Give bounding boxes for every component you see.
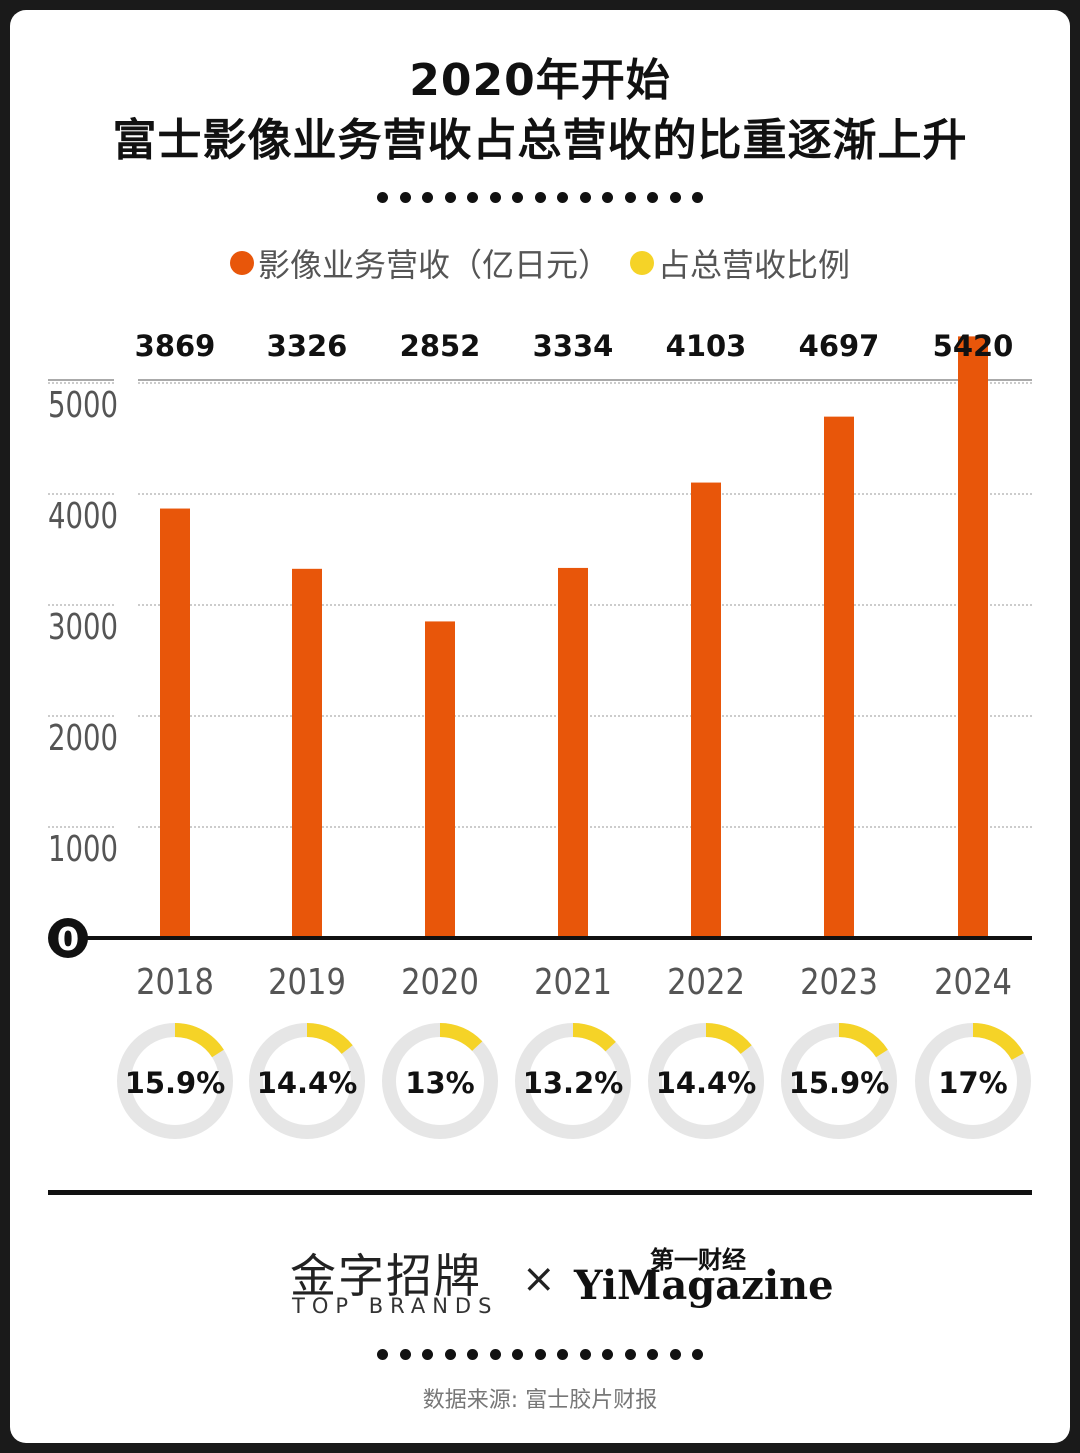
zero-marker xyxy=(48,918,88,958)
divider-dot xyxy=(444,1349,456,1360)
top-dot-divider xyxy=(0,192,1080,203)
bar-value-label: 2852 xyxy=(400,329,481,363)
brand-logo-en: TOP BRANDS xyxy=(292,1294,499,1318)
bar-chart: 1000 2000 3000 4000 5000 0 3869 3326 2852 3334 410… xyxy=(48,329,1032,1139)
divider-dot xyxy=(624,192,636,203)
divider-dot xyxy=(489,1349,501,1360)
percent-ring-fill xyxy=(382,1023,498,1139)
bar-value-label: 4697 xyxy=(799,329,880,363)
x-tick-label: 2018 xyxy=(136,961,214,1003)
legend-swatch-share xyxy=(630,251,654,275)
divider-dot xyxy=(422,1349,433,1360)
x-tick-label: 2024 xyxy=(934,961,1012,1003)
bottom-rule xyxy=(48,1190,1032,1195)
divider-dot xyxy=(579,192,591,203)
divider-dot xyxy=(377,1349,388,1360)
percent-ring-fill xyxy=(249,1023,365,1139)
divider-dot xyxy=(647,1349,658,1360)
divider-dot xyxy=(602,192,613,203)
divider-dot xyxy=(512,1349,523,1360)
legend-label-share: 占总营收比例 xyxy=(658,246,851,284)
divider-dot xyxy=(422,192,433,203)
bar-value-label: 5420 xyxy=(933,329,1014,363)
percent-ring-fill xyxy=(915,1023,1031,1139)
chart-subtitle: 富士影像业务营收占总营收的比重逐渐上升 xyxy=(112,115,968,166)
percent-label: 13.2% xyxy=(523,1066,624,1100)
data-source: 数据来源: 富士胶片财报 xyxy=(422,1388,658,1413)
y-tick-label: 4000 xyxy=(48,495,118,537)
x-tick-label: 2019 xyxy=(268,961,346,1003)
chart-title: 2020年开始 xyxy=(409,55,671,106)
percent-label: 14.4% xyxy=(257,1066,358,1100)
legend-item-share: 占总营收比例 xyxy=(630,240,850,286)
divider-dot xyxy=(647,192,658,203)
divider-dot xyxy=(534,192,546,203)
divider-dot xyxy=(602,1349,613,1360)
bar-value-label: 3334 xyxy=(533,329,614,363)
bottom-dot-divider xyxy=(0,1349,1080,1360)
bar-value-label: 4103 xyxy=(666,329,747,363)
brand-logo-cn: 金字招牌 xyxy=(290,1249,482,1303)
divider-dot xyxy=(467,1349,478,1360)
divider-dot xyxy=(467,192,478,203)
legend: 影像业务营收（亿日元） 占总营收比例 xyxy=(0,240,1080,286)
legend-item-revenue: 影像业务营收（亿日元） xyxy=(229,240,610,286)
bar-2018 xyxy=(160,508,190,938)
divider-dot xyxy=(444,192,456,203)
y-tick-label: 5000 xyxy=(48,384,118,426)
divider-dot xyxy=(669,192,681,203)
legend-label-revenue: 影像业务营收（亿日元） xyxy=(257,246,610,284)
percent-label: 14.4% xyxy=(656,1066,757,1100)
x-tick-label: 2022 xyxy=(667,961,745,1003)
bar-2020 xyxy=(425,621,455,938)
divider-dot xyxy=(557,1349,568,1360)
bar-2023 xyxy=(824,416,854,938)
y-tick-label: 1000 xyxy=(48,828,118,870)
divider-dot xyxy=(624,1349,636,1360)
partner-logo-cn: 第一财经 xyxy=(650,1246,746,1274)
divider-dot xyxy=(579,1349,591,1360)
divider-dot xyxy=(557,192,568,203)
percent-ring-fill xyxy=(515,1023,631,1139)
percent-label: 15.9% xyxy=(789,1066,890,1100)
divider-dot xyxy=(377,192,388,203)
bar-2021 xyxy=(558,567,588,938)
divider-dot xyxy=(534,1349,546,1360)
bar-value-label: 3869 xyxy=(135,329,216,363)
y-tick-label: 2000 xyxy=(48,717,118,759)
collab-times: × xyxy=(522,1256,556,1302)
percent-label: 17% xyxy=(938,1066,1007,1100)
bar-2019 xyxy=(292,568,322,938)
percent-ring-fill xyxy=(117,1023,233,1139)
divider-dot xyxy=(399,1349,411,1360)
legend-swatch-revenue xyxy=(229,251,254,275)
bar-2024 xyxy=(958,336,988,938)
bar-value-label: 3326 xyxy=(267,329,348,363)
percent-label: 13% xyxy=(405,1066,474,1100)
percent-label: 15.9% xyxy=(125,1066,226,1100)
divider-dot xyxy=(512,192,523,203)
y-tick-label-zero: 0 xyxy=(57,920,79,958)
y-tick-label: 3000 xyxy=(48,606,118,648)
x-tick-label: 2021 xyxy=(534,961,612,1003)
divider-dot xyxy=(692,1349,703,1360)
divider-dot xyxy=(669,1349,681,1360)
bar-2022 xyxy=(691,482,721,938)
partner-logo-en: YiMagazine xyxy=(574,1262,834,1309)
divider-dot xyxy=(489,192,501,203)
percent-ring-fill xyxy=(648,1023,764,1139)
divider-dot xyxy=(692,192,703,203)
percent-ring-fill xyxy=(781,1023,897,1139)
divider-dot xyxy=(399,192,411,203)
x-tick-label: 2020 xyxy=(401,961,479,1003)
x-tick-label: 2023 xyxy=(800,961,878,1003)
